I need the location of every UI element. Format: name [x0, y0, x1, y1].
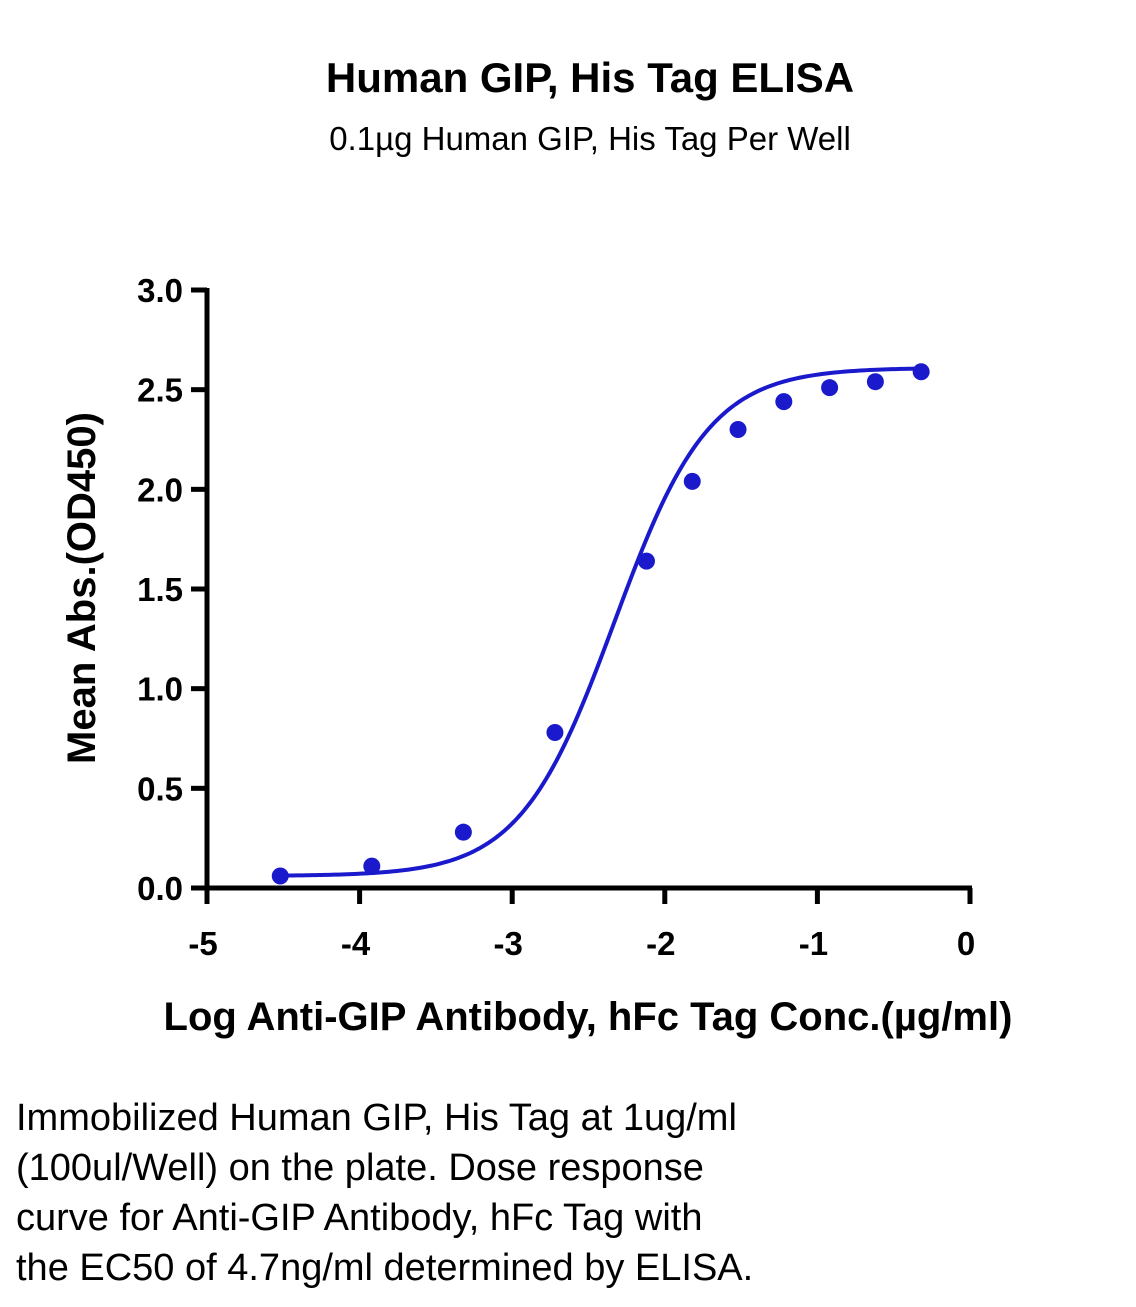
- data-point: [775, 393, 793, 411]
- data-point: [271, 867, 289, 885]
- x-tick-label: -2: [646, 925, 675, 962]
- caption-line: Immobilized Human GIP, His Tag at 1ug/ml: [16, 1097, 737, 1139]
- caption-line: curve for Anti-GIP Antibody, hFc Tag wit…: [16, 1197, 703, 1239]
- data-point: [683, 472, 701, 490]
- chart-subtitle: 0.1µg Human GIP, His Tag Per Well: [329, 120, 851, 157]
- data-point: [546, 724, 564, 742]
- data-point: [912, 363, 930, 381]
- data-point: [729, 421, 747, 439]
- y-tick-label: 2.0: [137, 471, 183, 508]
- data-point: [637, 552, 655, 570]
- fit-curve: [278, 366, 924, 878]
- caption-line: (100ul/Well) on the plate. Dose response: [16, 1147, 704, 1189]
- y-axis-title: Mean Abs.(OD450): [60, 412, 104, 764]
- y-tick-label: 3.0: [137, 272, 183, 309]
- tick-marks: [191, 287, 973, 904]
- caption-line: the EC50 of 4.7ng/ml determined by ELISA…: [16, 1247, 754, 1289]
- chart-title: Human GIP, His Tag ELISA: [326, 54, 854, 101]
- x-tick-label: -3: [494, 925, 523, 962]
- axes: [204, 288, 972, 891]
- elisa-chart: Human GIP, His Tag ELISA 0.1µg Human GIP…: [60, 54, 1013, 1039]
- x-tick-label: -1: [799, 925, 828, 962]
- data-point: [866, 373, 884, 391]
- y-tick-label: 1.5: [137, 571, 183, 608]
- figure-caption: Immobilized Human GIP, His Tag at 1ug/ml…: [16, 1093, 1116, 1293]
- data-point: [363, 857, 381, 875]
- y-tick-label: 0.0: [137, 870, 183, 907]
- tick-labels: 0.0 0.5 1.0 1.5 2.0 2.5 3.0 -5 -4 -3 -2 -1 0: [137, 272, 975, 962]
- y-tick-label: 1.0: [137, 671, 183, 708]
- x-tick-label: 0: [957, 925, 975, 962]
- x-axis-title: Log Anti-GIP Antibody, hFc Tag Conc.(µg/…: [164, 995, 1013, 1039]
- data-point: [821, 379, 839, 397]
- x-tick-label: -4: [341, 925, 371, 962]
- y-tick-label: 2.5: [137, 372, 183, 409]
- data-points: [271, 363, 930, 885]
- x-tick-label: -5: [188, 925, 217, 962]
- y-tick-label: 0.5: [137, 770, 183, 807]
- data-point: [454, 823, 472, 841]
